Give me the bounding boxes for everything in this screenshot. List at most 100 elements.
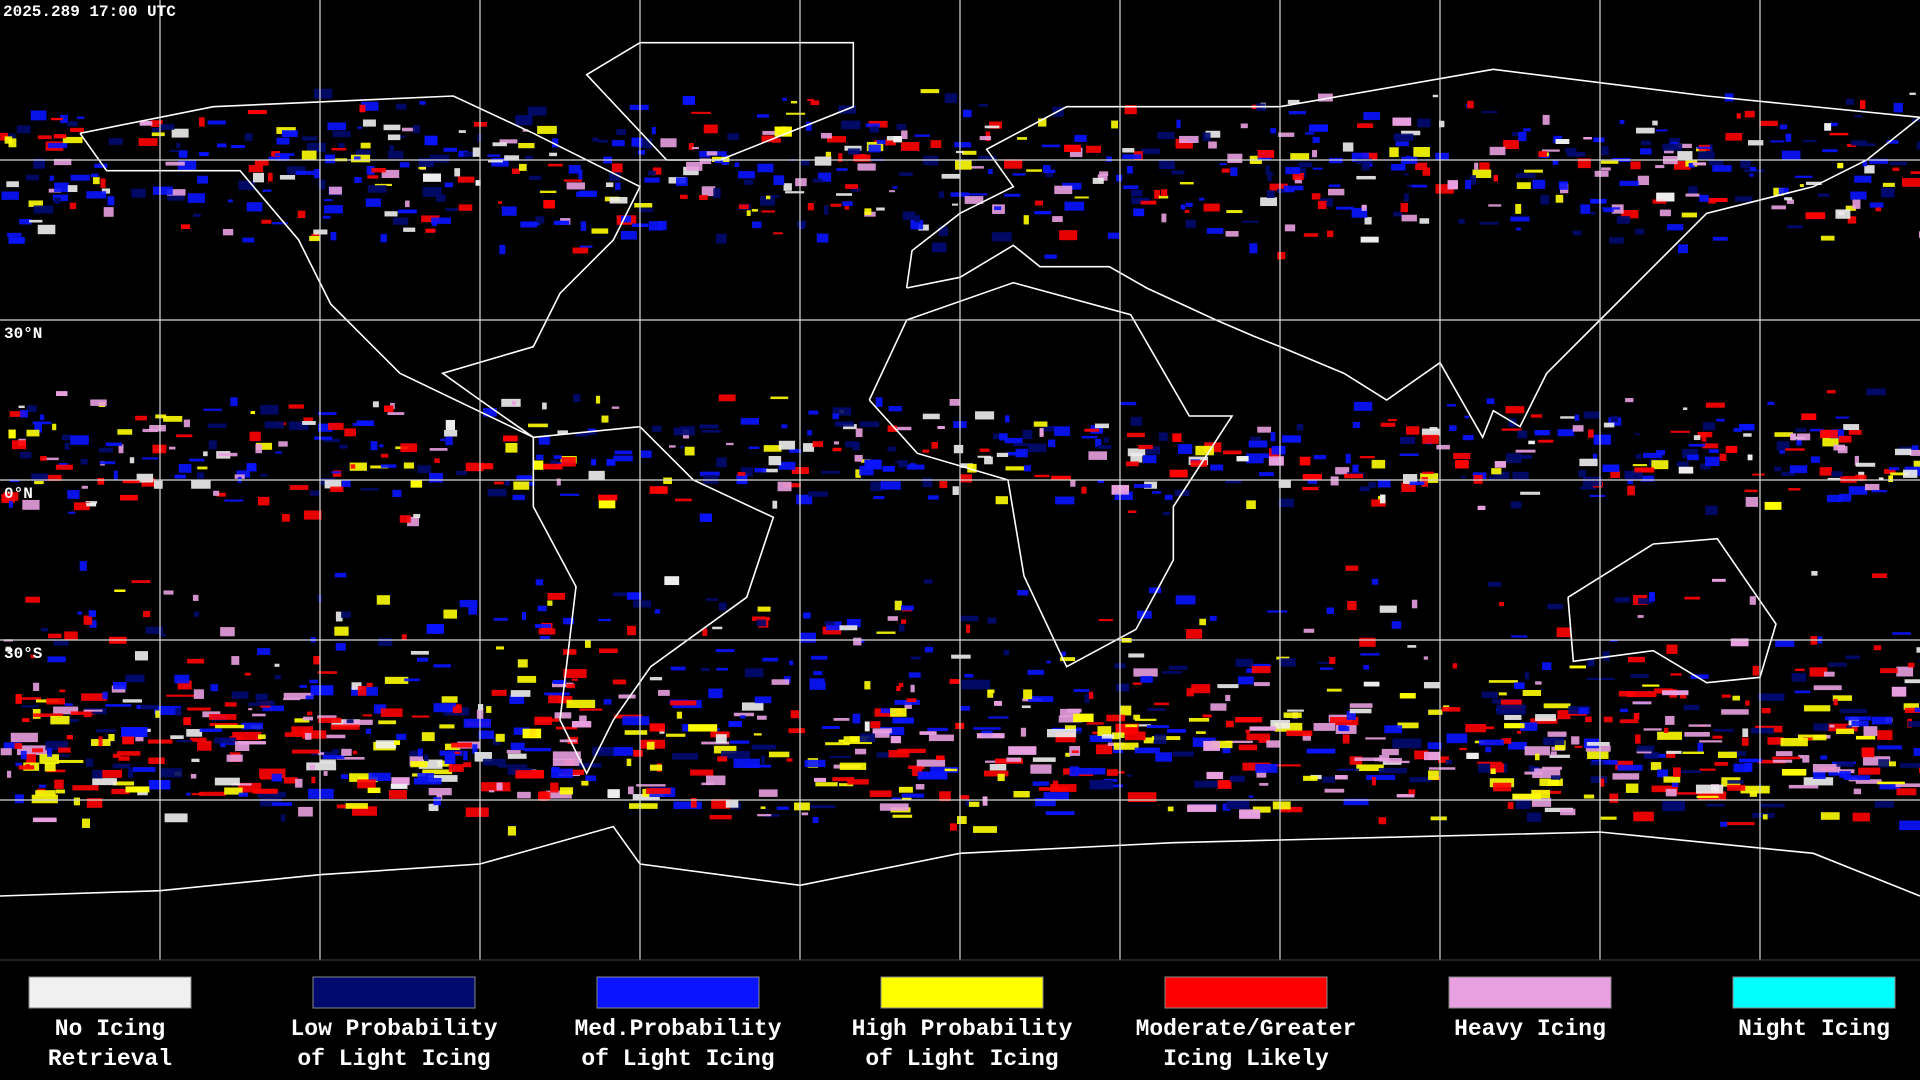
icing-cloud xyxy=(864,459,882,470)
icing-cloud xyxy=(629,104,649,111)
icing-cloud xyxy=(259,768,286,779)
icing-cloud xyxy=(1127,774,1132,777)
icing-cloud xyxy=(1117,732,1125,738)
icing-cloud xyxy=(231,656,240,665)
icing-cloud xyxy=(1330,717,1359,726)
icing-cloud xyxy=(216,492,226,497)
icing-cloud xyxy=(1299,456,1311,466)
icing-cloud xyxy=(952,486,959,495)
icing-cloud xyxy=(802,443,815,452)
icing-cloud xyxy=(954,142,972,148)
icing-cloud xyxy=(421,732,435,742)
icing-cloud xyxy=(1843,775,1871,781)
icing-cloud xyxy=(1791,673,1807,682)
icing-cloud xyxy=(1343,798,1369,806)
legend-swatch xyxy=(1448,976,1612,1009)
icing-cloud xyxy=(53,158,72,166)
icing-cloud xyxy=(357,126,362,129)
icing-cloud xyxy=(384,211,398,217)
icing-cloud xyxy=(1542,114,1550,125)
icing-cloud xyxy=(1619,719,1639,724)
icing-cloud xyxy=(491,689,507,696)
icing-cloud xyxy=(47,656,66,663)
icing-cloud xyxy=(1046,660,1051,664)
icing-cloud xyxy=(654,609,661,614)
icing-cloud xyxy=(1619,119,1625,125)
icing-cloud xyxy=(1047,729,1077,738)
icing-cloud xyxy=(388,789,407,799)
icing-cloud xyxy=(1295,167,1307,178)
icing-cloud xyxy=(1684,732,1710,737)
icing-cloud xyxy=(1630,161,1641,170)
icing-cloud xyxy=(234,474,245,479)
icing-cloud xyxy=(1714,762,1729,766)
icing-cloud xyxy=(317,715,337,719)
icing-cloud xyxy=(1074,196,1089,199)
icing-cloud xyxy=(930,140,942,148)
icing-cloud xyxy=(1396,794,1415,798)
icing-cloud xyxy=(544,692,570,696)
icing-cloud xyxy=(778,461,796,470)
icing-cloud xyxy=(372,401,379,408)
icing-cloud xyxy=(32,748,43,753)
icing-cloud xyxy=(706,151,718,156)
icing-cloud xyxy=(1229,775,1245,782)
icing-cloud xyxy=(1510,216,1530,222)
icing-cloud xyxy=(1813,723,1831,731)
icing-cloud xyxy=(1034,200,1043,206)
icing-cloud xyxy=(715,649,735,653)
icing-cloud xyxy=(888,406,902,412)
icing-cloud xyxy=(1354,757,1382,761)
icing-cloud xyxy=(1499,602,1505,607)
legend-label: Retrieval xyxy=(48,1046,172,1072)
icing-cloud xyxy=(1282,435,1302,443)
icing-cloud xyxy=(1118,771,1125,774)
icing-cloud xyxy=(834,421,855,427)
icing-cloud xyxy=(1712,236,1728,241)
icing-cloud xyxy=(511,168,520,174)
icing-cloud xyxy=(1739,758,1763,763)
icing-cloud xyxy=(281,130,298,137)
icing-cloud xyxy=(626,758,632,767)
icing-cloud xyxy=(456,470,468,476)
icing-cloud xyxy=(1530,414,1542,418)
icing-cloud xyxy=(1650,762,1662,771)
icing-cloud xyxy=(1481,691,1498,699)
icing-cloud xyxy=(1084,428,1100,432)
icing-cloud xyxy=(1393,133,1414,141)
icing-cloud xyxy=(329,186,342,195)
icing-cloud xyxy=(298,806,313,817)
icing-cloud xyxy=(16,125,31,134)
icing-cloud xyxy=(1543,737,1565,746)
icing-cloud xyxy=(101,769,123,778)
icing-cloud xyxy=(1415,162,1428,171)
icing-cloud xyxy=(1073,689,1090,692)
icing-cloud xyxy=(1855,735,1876,740)
icing-cloud xyxy=(304,732,312,740)
icing-cloud xyxy=(898,786,913,793)
icing-cloud xyxy=(1797,734,1827,741)
icing-cloud xyxy=(1127,448,1146,457)
icing-cloud xyxy=(132,767,156,772)
icing-cloud xyxy=(1413,147,1430,157)
icing-cloud xyxy=(936,755,945,761)
icing-cloud xyxy=(357,685,367,696)
icing-cloud xyxy=(1677,151,1693,160)
icing-cloud xyxy=(827,136,847,143)
icing-cloud xyxy=(1882,182,1895,187)
icing-cloud xyxy=(501,206,517,216)
icing-cloud xyxy=(1531,798,1552,807)
icing-cloud xyxy=(1399,437,1416,444)
icing-cloud xyxy=(978,155,997,160)
icing-cloud xyxy=(1195,445,1214,456)
icing-cloud xyxy=(1143,737,1154,744)
icing-cloud xyxy=(751,744,777,750)
icing-cloud xyxy=(418,158,435,167)
icing-cloud xyxy=(54,779,64,789)
icing-cloud xyxy=(1717,751,1737,759)
icing-cloud xyxy=(291,749,320,754)
icing-cloud xyxy=(1132,682,1142,685)
icing-cloud xyxy=(964,673,974,678)
icing-cloud xyxy=(1363,681,1380,687)
icing-cloud xyxy=(1683,407,1688,411)
